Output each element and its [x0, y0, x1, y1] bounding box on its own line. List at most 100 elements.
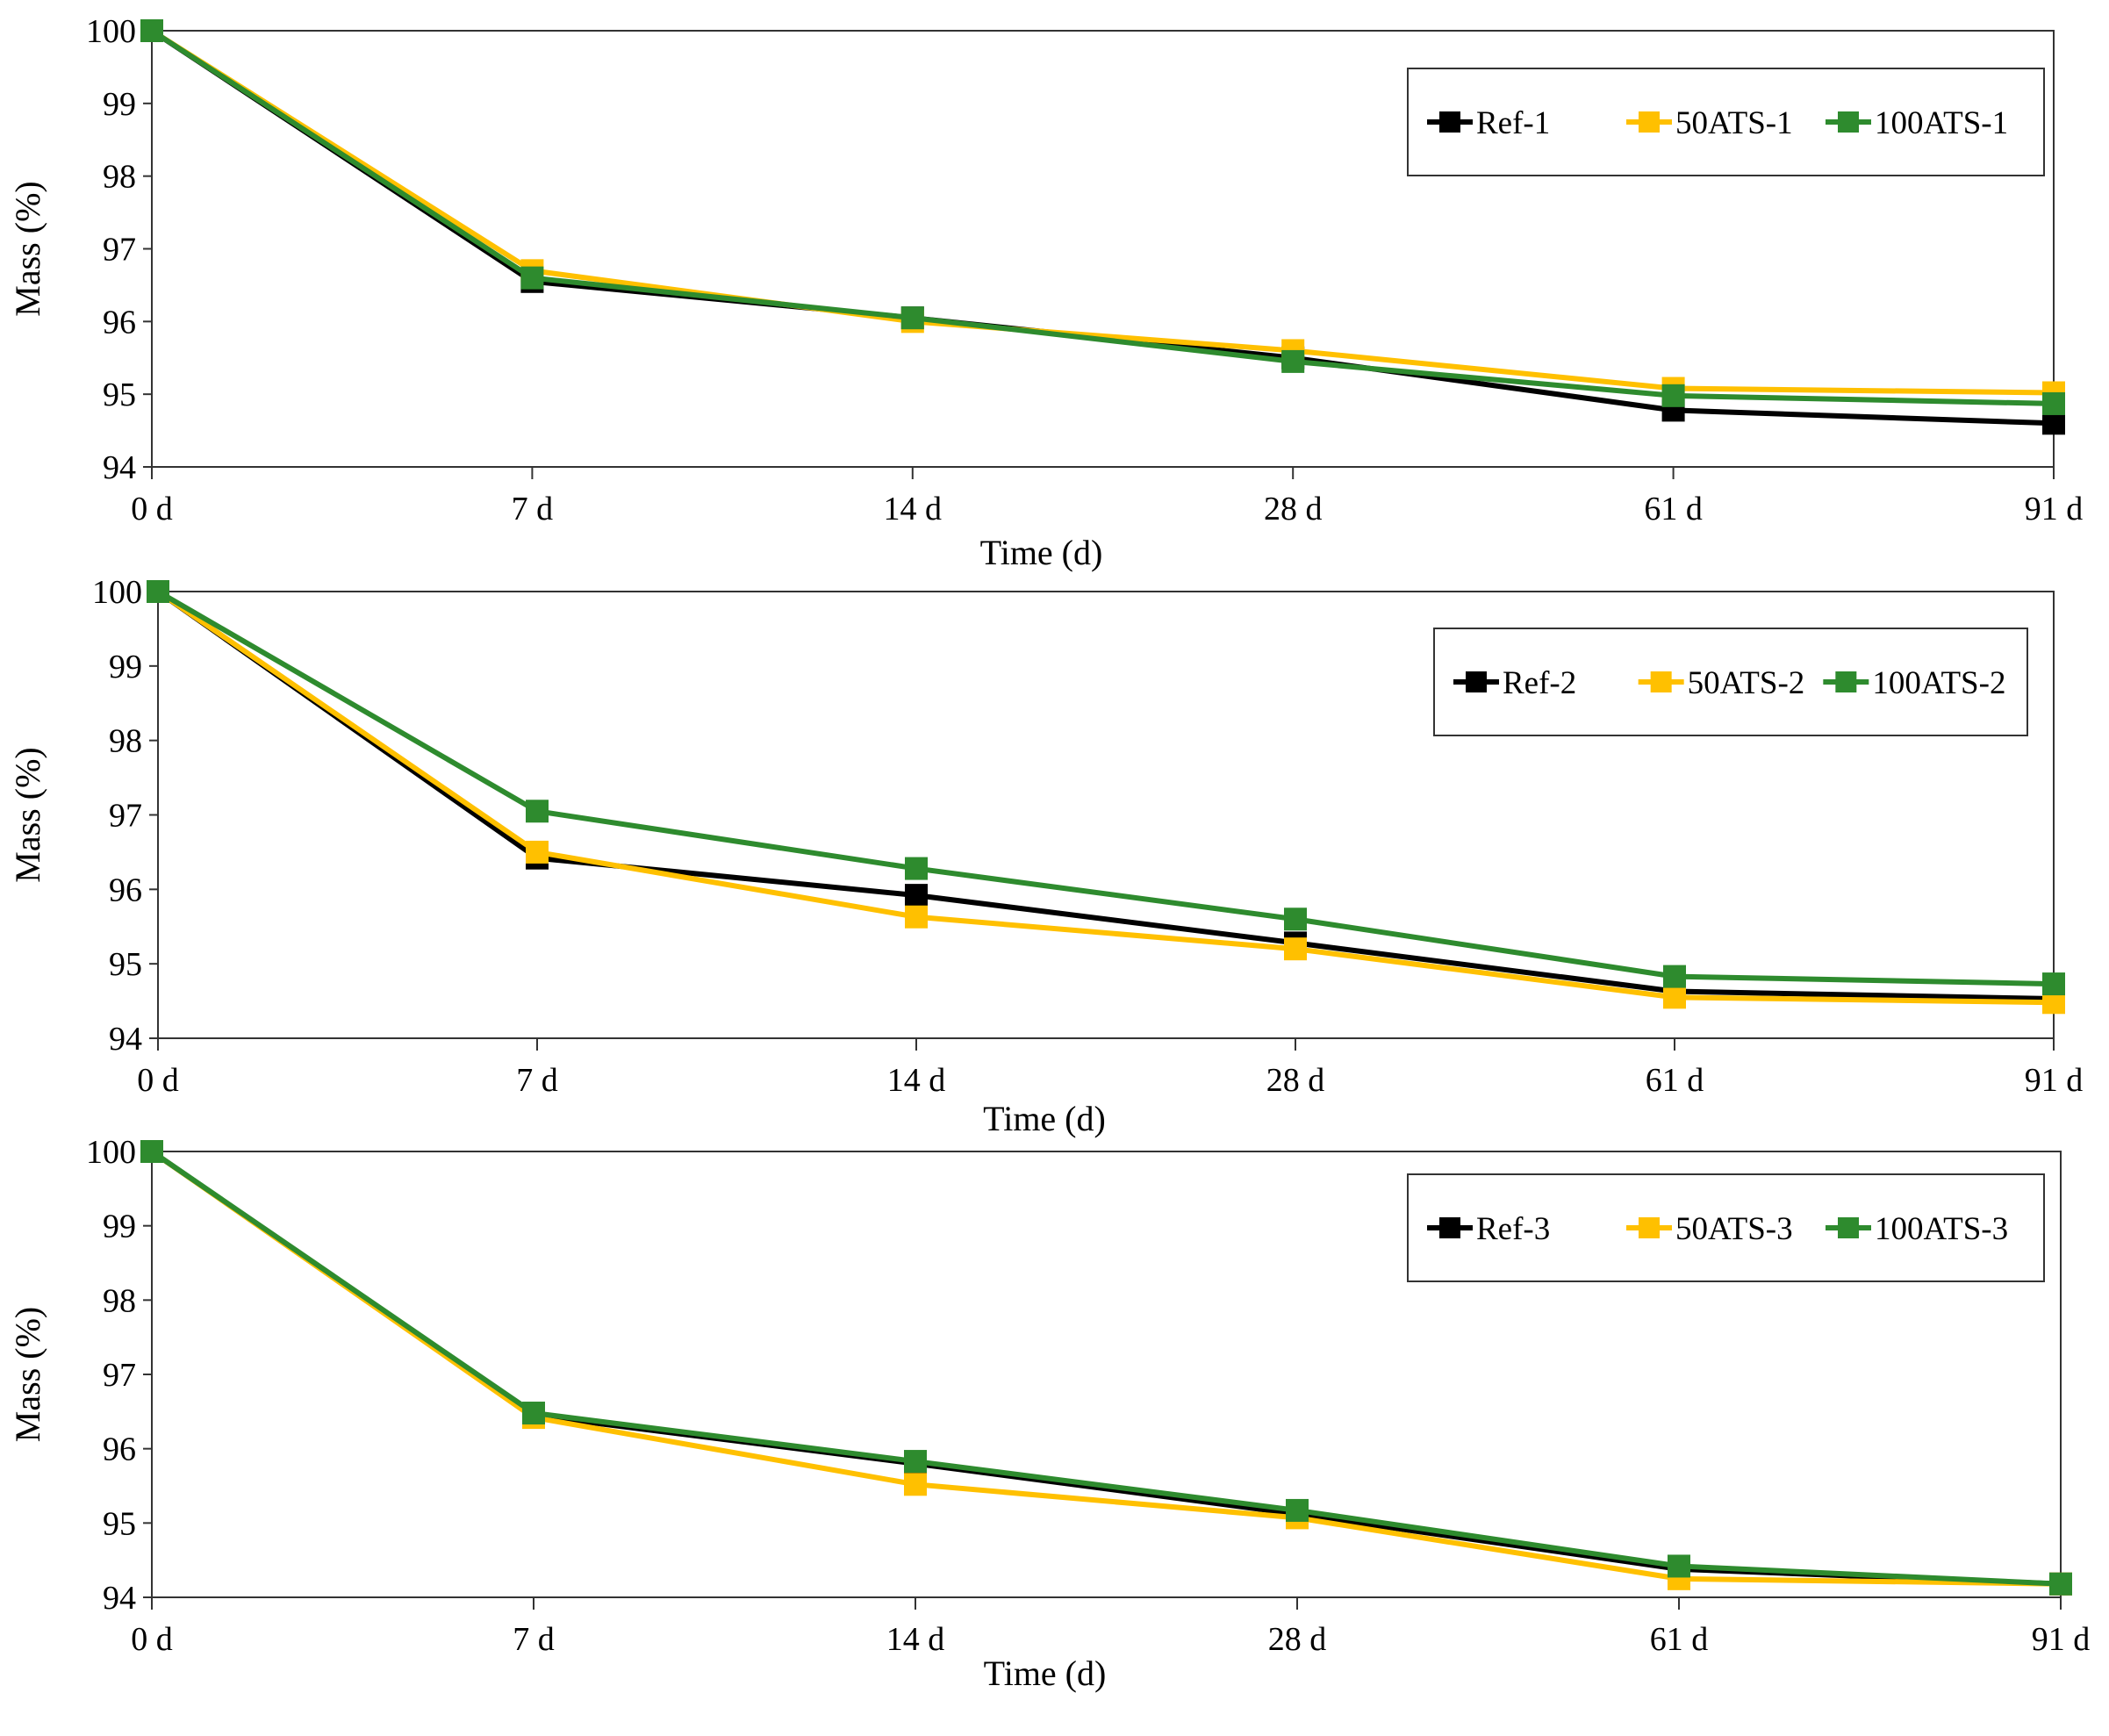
series-line [156, 589, 2055, 987]
data-point-marker [1284, 937, 1307, 961]
y-tick-label: 99 [103, 1209, 136, 1245]
data-point-marker [1663, 965, 1686, 988]
legend-marker-swatch [1650, 671, 1672, 692]
x-tick-label: 7 d [512, 491, 554, 527]
data-point-marker [2042, 972, 2065, 996]
y-tick-label: 98 [109, 723, 142, 760]
data-point-marker [904, 1450, 927, 1474]
x-tick-label: 14 d [884, 491, 943, 527]
data-point-marker [2042, 391, 2065, 415]
legend-label: 100ATS-3 [1875, 1211, 2008, 1247]
y-tick-label: 95 [103, 1505, 136, 1542]
y-tick-label: 94 [109, 1021, 142, 1058]
y-tick-label: 96 [103, 1431, 136, 1468]
x-axis-title: Time (d) [983, 1099, 1106, 1138]
data-point-marker [526, 840, 549, 864]
x-tick-label: 28 d [1266, 1062, 1325, 1099]
series-line [156, 589, 2055, 1006]
x-tick-label: 61 d [1646, 1062, 1704, 1099]
data-point-marker [140, 19, 163, 42]
data-point-marker [900, 306, 924, 330]
data-point-marker [1663, 986, 1686, 1009]
legend-label: 50ATS-2 [1688, 665, 1805, 701]
series-100ATS-1 [140, 19, 2065, 415]
y-tick-label: 100 [86, 1134, 136, 1171]
data-point-marker [147, 580, 169, 603]
legend-label: Ref-2 [1503, 665, 1576, 701]
x-tick-label: 61 d [1644, 491, 1703, 527]
legend-label: Ref-1 [1476, 105, 1550, 141]
data-point-marker [140, 1140, 163, 1163]
legend-label: 100ATS-2 [1872, 665, 2005, 701]
legend-marker-swatch [1838, 111, 1859, 133]
data-point-marker [1284, 907, 1307, 931]
y-axis-title: Mass (%) [8, 181, 47, 316]
legend-box [1407, 1173, 2045, 1282]
series-line [150, 28, 2055, 406]
y-tick-label: 100 [86, 13, 136, 50]
y-tick-label: 96 [103, 304, 136, 341]
y-tick-label: 99 [109, 649, 142, 685]
legend: Ref-3 50ATS-3 100ATS-3 [1407, 1173, 2045, 1282]
y-tick-label: 100 [92, 574, 142, 611]
y-tick-label: 95 [103, 377, 136, 413]
series-line [150, 1149, 2062, 1587]
legend-marker-swatch [1639, 111, 1660, 133]
legend-marker-swatch [1639, 1217, 1660, 1238]
series-line [156, 589, 2055, 1002]
legend-label: 100ATS-1 [1875, 105, 2008, 141]
series-100ATS-2 [147, 580, 2065, 996]
x-tick-label: 14 d [887, 1062, 946, 1099]
y-tick-label: 98 [103, 159, 136, 196]
data-point-marker [520, 266, 544, 290]
y-tick-label: 97 [103, 1357, 136, 1394]
legend-marker-swatch [1838, 1217, 1859, 1238]
x-tick-label: 91 d [2025, 1062, 2084, 1099]
y-tick-label: 94 [103, 1580, 136, 1617]
legend-label: 50ATS-3 [1675, 1211, 1793, 1247]
x-axis-title: Time (d) [984, 1654, 1107, 1693]
chart-panel-1: 94 95 96 97 98 99 100 0 d 7 d 14 d 28 d 61 d 91 d Tim… [8, 13, 2083, 572]
series-100ATS-3 [140, 1140, 2072, 1596]
x-tick-label: 28 d [1268, 1621, 1327, 1658]
y-tick-label: 98 [103, 1282, 136, 1319]
x-tick-label: 91 d [2025, 491, 2084, 527]
x-tick-label: 61 d [1650, 1621, 1709, 1658]
y-axis-title: Mass (%) [8, 747, 47, 882]
legend-box [1407, 68, 2045, 176]
y-tick-label: 97 [109, 798, 142, 835]
y-tick-label: 97 [103, 232, 136, 269]
data-point-marker [2042, 412, 2065, 435]
x-tick-label: 7 d [516, 1062, 558, 1099]
legend-marker-swatch [1439, 1217, 1460, 1238]
data-point-marker [1286, 1498, 1309, 1522]
data-point-marker [905, 905, 928, 929]
legend-marker-swatch [1466, 671, 1487, 692]
y-tick-label: 99 [103, 86, 136, 123]
data-point-marker [905, 857, 928, 880]
x-tick-label: 7 d [513, 1621, 555, 1658]
x-tick-label: 0 d [137, 1062, 179, 1099]
x-tick-label: 0 d [131, 491, 173, 527]
legend: Ref-1 50ATS-1 100ATS-1 [1407, 68, 2045, 176]
y-tick-label: 96 [109, 872, 142, 908]
series-line [150, 1149, 2062, 1587]
x-tick-label: 28 d [1264, 491, 1323, 527]
data-point-marker [1668, 1554, 1690, 1578]
x-tick-label: 0 d [131, 1621, 173, 1658]
data-point-marker [1661, 384, 1685, 407]
legend: Ref-2 50ATS-2 100ATS-2 [1433, 628, 2028, 736]
data-point-marker [526, 800, 549, 823]
chart-panel-2: 94 95 96 97 98 99 100 0 d 7 d 14 d 28 d 61 d 91 d Tim… [8, 574, 2083, 1138]
x-axis-title: Time (d) [980, 533, 1103, 572]
legend-marker-swatch [1835, 671, 1857, 692]
data-point-marker [905, 884, 928, 907]
legend-marker-swatch [1439, 111, 1460, 133]
y-tick-label: 95 [109, 946, 142, 983]
chart-panel-3: 94 95 96 97 98 99 100 0 d 7 d 14 d 28 d 61 d 91 d Tim… [8, 1134, 2090, 1693]
data-point-marker [1281, 349, 1305, 373]
data-point-marker [904, 1473, 927, 1496]
series-line [150, 28, 2055, 396]
legend-label: Ref-3 [1476, 1211, 1550, 1247]
